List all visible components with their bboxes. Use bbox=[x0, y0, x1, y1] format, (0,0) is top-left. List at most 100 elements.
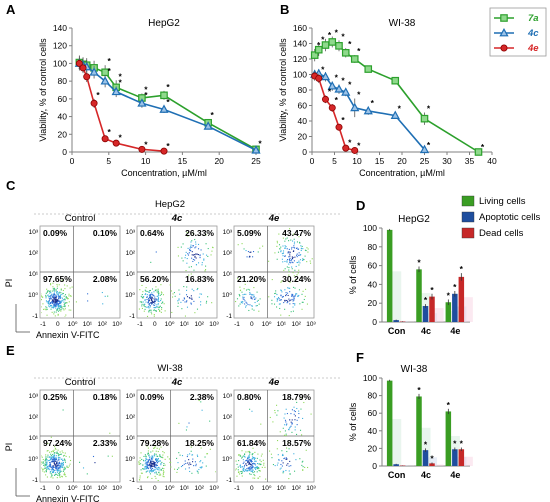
event-dot bbox=[200, 467, 202, 469]
event-dot bbox=[159, 473, 161, 475]
event-dot bbox=[199, 255, 201, 257]
event-dot bbox=[56, 477, 58, 479]
event-dot bbox=[198, 262, 200, 264]
event-dot bbox=[292, 272, 294, 274]
event-dot bbox=[183, 286, 185, 288]
event-dot bbox=[233, 468, 234, 469]
event-dot bbox=[248, 461, 250, 463]
event-dot bbox=[50, 302, 52, 304]
event-dot bbox=[55, 466, 57, 468]
event-dot bbox=[243, 455, 245, 457]
event-dot bbox=[160, 446, 162, 448]
flow-plot-1: 4c0.09% 2.38%79.28% 18.25%10³10²10¹10⁰-1-1… bbox=[125, 377, 219, 492]
event-dot bbox=[153, 465, 155, 467]
event-dot bbox=[53, 298, 55, 300]
event-dot bbox=[290, 421, 292, 423]
y-tick-label: -1 bbox=[32, 477, 38, 484]
plot-label: 4e bbox=[268, 213, 280, 224]
event-dot bbox=[148, 299, 150, 301]
significance-star: * bbox=[417, 258, 421, 268]
event-dot bbox=[54, 303, 56, 305]
event-dot bbox=[42, 296, 44, 298]
event-dot bbox=[152, 460, 154, 463]
event-dot bbox=[64, 284, 66, 286]
event-dot bbox=[142, 297, 144, 299]
data-point bbox=[474, 148, 483, 156]
event-dot bbox=[235, 300, 237, 303]
event-dot bbox=[145, 455, 147, 457]
event-dot bbox=[49, 461, 51, 464]
event-dot bbox=[46, 468, 48, 470]
event-dot bbox=[291, 240, 294, 242]
series-line-7a bbox=[314, 41, 479, 153]
plot-label: 4c bbox=[171, 377, 183, 388]
event-dot bbox=[64, 468, 66, 470]
event-dot bbox=[47, 468, 50, 470]
significance-star: * bbox=[335, 95, 339, 105]
event-dot bbox=[249, 467, 251, 470]
event-dot bbox=[50, 451, 53, 453]
event-dot bbox=[287, 301, 289, 303]
y-tick-label: 10⁰ bbox=[222, 456, 232, 463]
event-dot bbox=[287, 292, 289, 294]
x-tick-label: 35 bbox=[465, 156, 475, 166]
event-dot bbox=[244, 300, 246, 302]
data-point bbox=[101, 135, 109, 143]
y-tick-label: 0 bbox=[302, 147, 307, 157]
event-dot bbox=[255, 466, 257, 468]
event-dot bbox=[279, 248, 281, 250]
event-dot bbox=[55, 304, 57, 306]
event-dot bbox=[250, 461, 252, 463]
data-point bbox=[75, 59, 83, 67]
event-dot bbox=[147, 460, 149, 462]
event-dot bbox=[182, 464, 184, 467]
event-dot bbox=[295, 265, 297, 268]
event-dot bbox=[278, 298, 280, 300]
event-dot bbox=[256, 300, 258, 302]
event-dot bbox=[54, 295, 56, 297]
event-dot bbox=[246, 460, 249, 462]
x-tick-label: -1 bbox=[40, 321, 46, 328]
event-dot bbox=[66, 302, 68, 304]
event-dot bbox=[186, 257, 188, 260]
event-dot bbox=[61, 465, 64, 467]
event-dot bbox=[144, 303, 146, 305]
event-dot bbox=[241, 475, 243, 477]
event-dot bbox=[244, 464, 246, 466]
event-dot bbox=[182, 260, 184, 262]
x-axis-label: Concentration, µM/ml bbox=[121, 168, 207, 178]
legend-label: Living cells bbox=[479, 196, 526, 207]
data-point bbox=[79, 64, 87, 72]
flow-title: HepG2 bbox=[155, 199, 185, 210]
event-dot bbox=[250, 470, 252, 472]
event-dot bbox=[180, 301, 182, 303]
event-dot bbox=[286, 248, 288, 250]
event-dot bbox=[171, 296, 174, 298]
event-dot bbox=[256, 467, 259, 469]
y-tick-label: 10⁰ bbox=[125, 456, 135, 463]
event-dot bbox=[146, 464, 148, 466]
event-dot bbox=[299, 254, 301, 256]
event-dot bbox=[148, 303, 150, 305]
event-dot bbox=[58, 298, 60, 300]
event-dot bbox=[82, 467, 85, 469]
event-dot bbox=[292, 310, 294, 312]
event-dot bbox=[57, 300, 59, 302]
y-tick-label: 10⁰ bbox=[125, 292, 135, 299]
event-dot bbox=[288, 315, 290, 317]
event-dot bbox=[290, 259, 292, 261]
event-dot bbox=[256, 457, 258, 459]
event-dot bbox=[292, 262, 294, 264]
event-dot bbox=[199, 293, 201, 295]
data-point bbox=[100, 76, 110, 85]
event-dot bbox=[236, 463, 238, 465]
event-dot bbox=[256, 471, 258, 473]
event-dot bbox=[248, 469, 250, 471]
event-dot bbox=[68, 456, 71, 458]
event-dot bbox=[278, 303, 280, 305]
event-dot bbox=[170, 461, 172, 463]
event-dot bbox=[173, 468, 176, 470]
event-dot bbox=[190, 241, 192, 243]
event-dot bbox=[160, 311, 162, 313]
event-dot bbox=[288, 269, 290, 271]
